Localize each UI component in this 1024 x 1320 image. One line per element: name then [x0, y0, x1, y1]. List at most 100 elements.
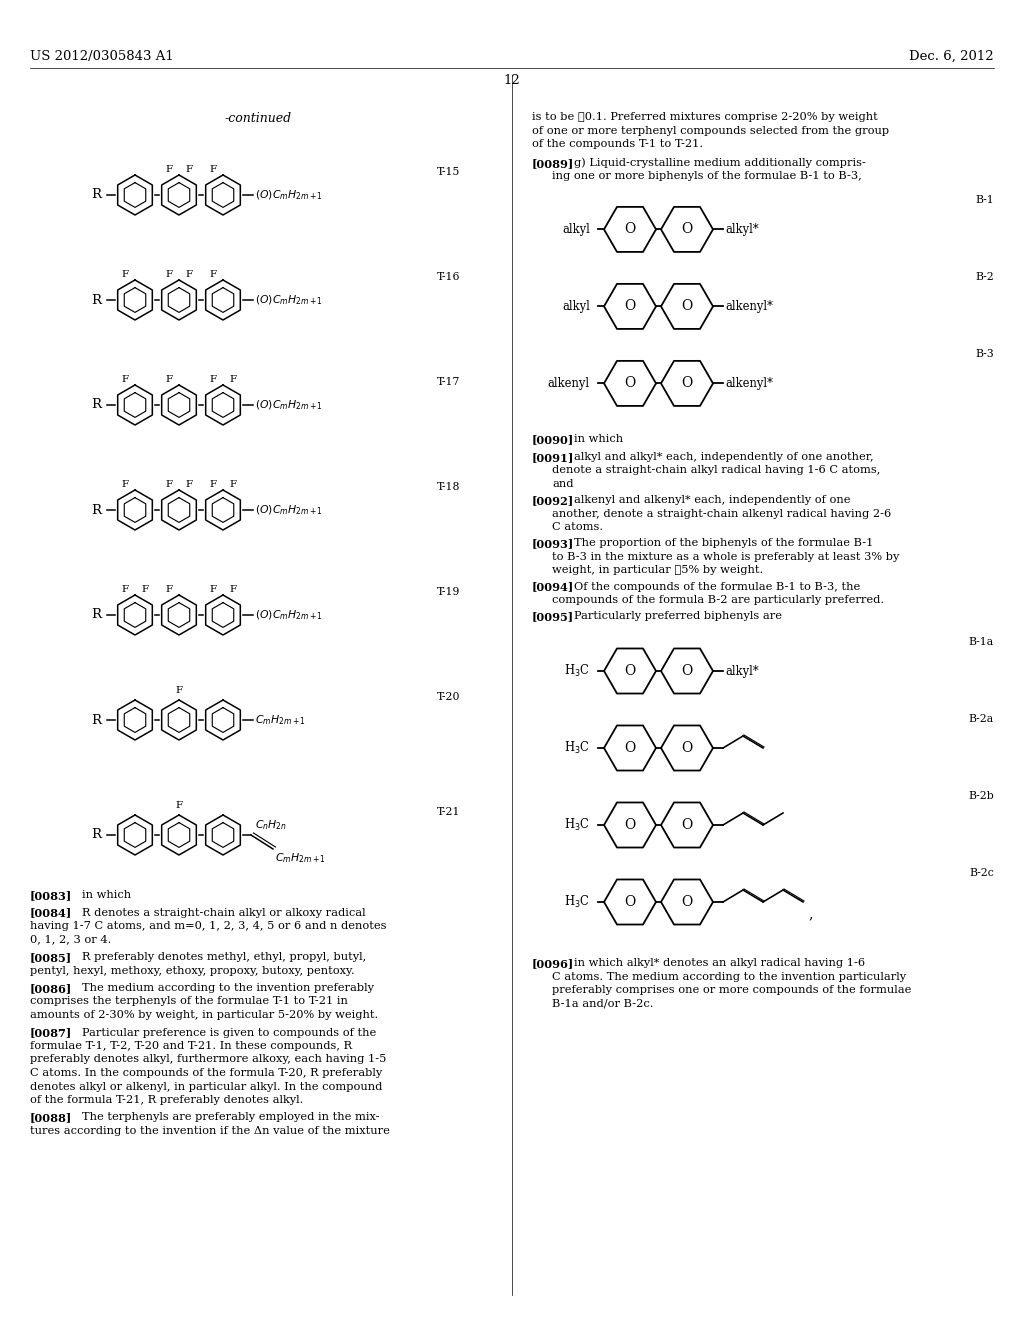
Text: $C_nH_{2n}$: $C_nH_{2n}$	[255, 818, 287, 832]
Text: O: O	[625, 818, 636, 832]
Text: R: R	[91, 293, 101, 306]
Text: O: O	[625, 741, 636, 755]
Text: $C_mH_{2m+1}$: $C_mH_{2m+1}$	[255, 713, 306, 727]
Text: The medium according to the invention preferably: The medium according to the invention pr…	[82, 983, 374, 993]
Text: $(O)C_mH_{2m+1}$: $(O)C_mH_{2m+1}$	[255, 399, 323, 412]
Text: pentyl, hexyl, methoxy, ethoxy, propoxy, butoxy, pentoxy.: pentyl, hexyl, methoxy, ethoxy, propoxy,…	[30, 965, 354, 975]
Text: F: F	[122, 585, 129, 594]
Text: alkenyl: alkenyl	[548, 378, 590, 389]
Text: R: R	[91, 189, 101, 202]
Text: alkyl: alkyl	[562, 300, 590, 313]
Text: Particular preference is given to compounds of the: Particular preference is given to compou…	[82, 1027, 376, 1038]
Text: [0095]: [0095]	[532, 611, 574, 622]
Text: F: F	[210, 585, 216, 594]
Text: in which: in which	[574, 434, 624, 445]
Text: alkyl*: alkyl*	[725, 664, 759, 677]
Text: denotes alkyl or alkenyl, in particular alkyl. In the compound: denotes alkyl or alkenyl, in particular …	[30, 1081, 382, 1092]
Text: F: F	[185, 165, 193, 174]
Text: F: F	[166, 585, 173, 594]
Text: T-17: T-17	[436, 378, 460, 387]
Text: [0093]: [0093]	[532, 539, 574, 549]
Text: R: R	[91, 503, 101, 516]
Text: R preferably denotes methyl, ethyl, propyl, butyl,: R preferably denotes methyl, ethyl, prop…	[82, 952, 367, 962]
Text: O: O	[625, 895, 636, 909]
Text: F: F	[229, 585, 237, 594]
Text: F: F	[166, 479, 173, 488]
Text: O: O	[681, 376, 692, 391]
Text: C atoms. In the compounds of the formula T-20, R preferably: C atoms. In the compounds of the formula…	[30, 1068, 382, 1078]
Text: R: R	[91, 829, 101, 842]
Text: preferably comprises one or more compounds of the formulae: preferably comprises one or more compoun…	[552, 985, 911, 995]
Text: C atoms.: C atoms.	[552, 523, 603, 532]
Text: T-15: T-15	[436, 168, 460, 177]
Text: 12: 12	[504, 74, 520, 87]
Text: [0091]: [0091]	[532, 451, 574, 463]
Text: alkenyl*: alkenyl*	[725, 300, 773, 313]
Text: O: O	[625, 664, 636, 678]
Text: The terphenyls are preferably employed in the mix-: The terphenyls are preferably employed i…	[82, 1113, 380, 1122]
Text: Particularly preferred biphenyls are: Particularly preferred biphenyls are	[574, 611, 782, 622]
Text: H$_3$C: H$_3$C	[564, 817, 590, 833]
Text: alkyl and alkyl* each, independently of one another,: alkyl and alkyl* each, independently of …	[574, 451, 873, 462]
Text: H$_3$C: H$_3$C	[564, 741, 590, 756]
Text: The proportion of the biphenyls of the formulae B-1: The proportion of the biphenyls of the f…	[574, 539, 873, 548]
Text: Of the compounds of the formulae B-1 to B-3, the: Of the compounds of the formulae B-1 to …	[574, 582, 860, 591]
Text: [0089]: [0089]	[532, 158, 574, 169]
Text: in which: in which	[82, 890, 131, 900]
Text: alkyl*: alkyl*	[725, 223, 759, 236]
Text: C atoms. The medium according to the invention particularly: C atoms. The medium according to the inv…	[552, 972, 906, 982]
Text: [0086]: [0086]	[30, 983, 73, 994]
Text: preferably denotes alkyl, furthermore alkoxy, each having 1-5: preferably denotes alkyl, furthermore al…	[30, 1055, 386, 1064]
Text: H$_3$C: H$_3$C	[564, 894, 590, 909]
Text: to B-3 in the mixture as a whole is preferably at least 3% by: to B-3 in the mixture as a whole is pref…	[552, 552, 899, 562]
Text: B-2: B-2	[975, 272, 994, 282]
Text: ,: ,	[808, 907, 812, 921]
Text: is to be ≧0.1. Preferred mixtures comprise 2-20% by weight: is to be ≧0.1. Preferred mixtures compri…	[532, 112, 878, 121]
Text: and: and	[552, 479, 573, 488]
Text: F: F	[175, 801, 182, 810]
Text: T-16: T-16	[436, 272, 460, 282]
Text: alkenyl and alkenyl* each, independently of one: alkenyl and alkenyl* each, independently…	[574, 495, 851, 506]
Text: alkenyl*: alkenyl*	[725, 378, 773, 389]
Text: O: O	[681, 818, 692, 832]
Text: [0094]: [0094]	[532, 582, 574, 593]
Text: weight, in particular ≧5% by weight.: weight, in particular ≧5% by weight.	[552, 565, 763, 576]
Text: F: F	[185, 479, 193, 488]
Text: O: O	[625, 300, 636, 313]
Text: tures according to the invention if the Δn value of the mixture: tures according to the invention if the …	[30, 1126, 390, 1137]
Text: $(O)C_mH_{2m+1}$: $(O)C_mH_{2m+1}$	[255, 293, 323, 306]
Text: g) Liquid-crystalline medium additionally compris-: g) Liquid-crystalline medium additionall…	[574, 158, 866, 169]
Text: O: O	[625, 222, 636, 236]
Text: O: O	[625, 376, 636, 391]
Text: R denotes a straight-chain alkyl or alkoxy radical: R denotes a straight-chain alkyl or alko…	[82, 908, 366, 917]
Text: O: O	[681, 741, 692, 755]
Text: having 1-7 C atoms, and m=0, 1, 2, 3, 4, 5 or 6 and n denotes: having 1-7 C atoms, and m=0, 1, 2, 3, 4,…	[30, 921, 386, 931]
Text: alkyl: alkyl	[562, 223, 590, 236]
Text: F: F	[185, 269, 193, 279]
Text: comprises the terphenyls of the formulae T-1 to T-21 in: comprises the terphenyls of the formulae…	[30, 997, 348, 1006]
Text: F: F	[210, 479, 216, 488]
Text: F: F	[210, 375, 216, 384]
Text: O: O	[681, 300, 692, 313]
Text: of the compounds T-1 to T-21.: of the compounds T-1 to T-21.	[532, 139, 703, 149]
Text: [0096]: [0096]	[532, 958, 574, 969]
Text: [0087]: [0087]	[30, 1027, 73, 1039]
Text: [0092]: [0092]	[532, 495, 574, 506]
Text: $(O)C_mH_{2m+1}$: $(O)C_mH_{2m+1}$	[255, 189, 323, 202]
Text: [0084]: [0084]	[30, 908, 73, 919]
Text: F: F	[166, 269, 173, 279]
Text: T-18: T-18	[436, 482, 460, 492]
Text: amounts of 2-30% by weight, in particular 5-20% by weight.: amounts of 2-30% by weight, in particula…	[30, 1010, 378, 1020]
Text: another, denote a straight-chain alkenyl radical having 2-6: another, denote a straight-chain alkenyl…	[552, 508, 891, 519]
Text: $C_mH_{2m+1}$: $C_mH_{2m+1}$	[275, 851, 326, 865]
Text: [0088]: [0088]	[30, 1113, 73, 1123]
Text: of the formula T-21, R preferably denotes alkyl.: of the formula T-21, R preferably denote…	[30, 1096, 303, 1105]
Text: B-2a: B-2a	[969, 714, 994, 723]
Text: ing one or more biphenyls of the formulae B-1 to B-3,: ing one or more biphenyls of the formula…	[552, 172, 862, 181]
Text: of one or more terphenyl compounds selected from the group: of one or more terphenyl compounds selec…	[532, 125, 889, 136]
Text: F: F	[229, 375, 237, 384]
Text: F: F	[122, 375, 129, 384]
Text: B-1: B-1	[975, 195, 994, 206]
Text: denote a straight-chain alkyl radical having 1-6 C atoms,: denote a straight-chain alkyl radical ha…	[552, 466, 881, 475]
Text: US 2012/0305843 A1: US 2012/0305843 A1	[30, 50, 174, 63]
